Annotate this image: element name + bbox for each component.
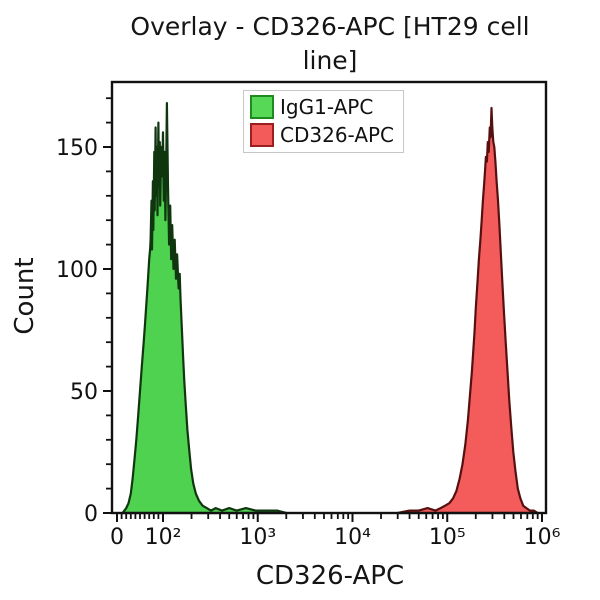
- x-tick-label: 0: [110, 525, 124, 550]
- x-tick-label: 10⁴: [334, 525, 371, 550]
- series-cd326-apc: [396, 106, 539, 515]
- x-tick-label: 10⁶: [524, 525, 561, 550]
- red-swatch-icon: [250, 123, 274, 147]
- plot-frame: [110, 80, 548, 515]
- x-tick-label: 10³: [239, 525, 276, 550]
- green-swatch-icon: [250, 95, 274, 119]
- legend: IgG1-APC CD326-APC: [243, 90, 405, 153]
- y-tick-label: 0: [84, 502, 98, 527]
- x-axis-title: CD326-APC: [256, 561, 404, 591]
- axes-group: 0 10² 10³ 10⁴ 10⁵ 10⁶ 0 50 100 150: [56, 80, 561, 550]
- legend-item-cd326-apc: CD326-APC: [250, 123, 394, 147]
- legend-label-igg1-apc: IgG1-APC: [280, 95, 374, 119]
- legend-label-cd326-apc: CD326-APC: [280, 123, 395, 147]
- x-tick-label: 10²: [145, 525, 182, 550]
- y-axis-title: Count: [10, 257, 40, 334]
- x-tick-label: 10⁵: [429, 525, 466, 550]
- y-tick-label: 100: [56, 258, 98, 283]
- series-igg1-apc: [121, 102, 288, 515]
- legend-item-igg1-apc: IgG1-APC: [250, 95, 394, 119]
- y-tick-label: 50: [70, 380, 98, 405]
- chart-title: Overlay - CD326-APC [HT29 cell line]: [130, 12, 530, 75]
- histogram-series-group: [121, 102, 539, 515]
- y-tick-label: 150: [56, 136, 98, 161]
